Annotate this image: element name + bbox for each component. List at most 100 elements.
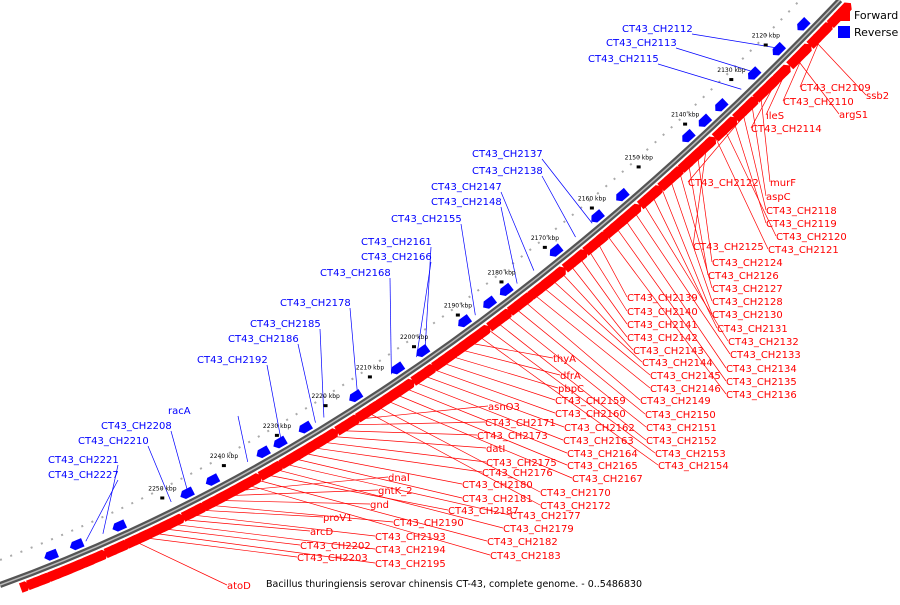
forward-gene-label[interactable]: gnd <box>370 500 389 511</box>
forward-gene-label[interactable]: datI <box>486 444 505 455</box>
forward-gene-label[interactable]: CT43_CH2164 <box>567 449 638 460</box>
forward-gene-label[interactable]: CT43_CH2136 <box>726 390 797 401</box>
reverse-gene-label[interactable]: CT43_CH2227 <box>48 470 119 481</box>
forward-gene-label[interactable]: CT43_CH2195 <box>375 559 446 570</box>
forward-gene-label[interactable]: CT43_CH2130 <box>712 310 783 321</box>
reverse-gene-label[interactable]: CT43_CH2210 <box>78 436 149 447</box>
reverse-gene-label[interactable]: CT43_CH2186 <box>228 334 299 345</box>
forward-gene-label[interactable]: CT43_CH2134 <box>726 364 797 375</box>
forward-gene-label[interactable]: CT43_CH2179 <box>503 524 574 535</box>
reverse-gene-label[interactable]: CT43_CH2221 <box>48 455 119 466</box>
forward-gene-label[interactable]: CT43_CH2171 <box>485 418 556 429</box>
forward-gene-label[interactable]: CT43_CH2110 <box>783 97 854 108</box>
reverse-gene-label[interactable]: CT43_CH2112 <box>622 24 693 35</box>
forward-gene-label[interactable]: CT43_CH2121 <box>768 245 839 256</box>
forward-gene-label[interactable]: CT43_CH2177 <box>510 511 581 522</box>
forward-gene-label[interactable]: CT43_CH2181 <box>462 494 533 505</box>
forward-gene-label[interactable]: ileS <box>766 111 784 122</box>
forward-gene-label[interactable]: thyA <box>553 354 576 365</box>
forward-gene-label[interactable]: CT43_CH2193 <box>375 532 446 543</box>
forward-gene-label[interactable]: CT43_CH2162 <box>564 423 635 434</box>
forward-gene-label[interactable]: CT43_CH2131 <box>717 324 788 335</box>
reverse-gene-label[interactable]: CT43_CH2161 <box>361 237 432 248</box>
forward-gene-label[interactable]: CT43_CH2128 <box>712 297 783 308</box>
reverse-gene-label[interactable]: CT43_CH2192 <box>197 355 268 366</box>
forward-gene-label[interactable]: CT43_CH2203 <box>297 553 368 564</box>
forward-gene-label[interactable]: CT43_CH2190 <box>393 518 464 529</box>
forward-gene-label[interactable]: arcD <box>310 527 334 538</box>
forward-gene-label[interactable]: CT43_CH2154 <box>658 461 729 472</box>
reverse-gene-label[interactable]: CT43_CH2138 <box>472 166 543 177</box>
forward-gene-label[interactable]: pbpC <box>558 384 584 395</box>
forward-gene-label[interactable]: CT43_CH2172 <box>540 501 611 512</box>
forward-gene-label[interactable]: CT43_CH2153 <box>655 449 726 460</box>
forward-gene-label[interactable]: proV1 <box>323 513 353 524</box>
forward-gene-label[interactable]: CT43_CH2182 <box>487 537 558 548</box>
forward-gene-label[interactable]: CT43_CH2118 <box>766 206 837 217</box>
forward-gene-label[interactable]: CT43_CH2119 <box>766 219 837 230</box>
reverse-gene-mark <box>616 187 630 202</box>
forward-gene-label[interactable]: CT43_CH2109 <box>800 83 871 94</box>
reverse-gene-label[interactable]: CT43_CH2208 <box>101 421 172 432</box>
forward-gene-label[interactable]: CT43_CH2202 <box>300 541 371 552</box>
forward-gene-label[interactable]: gntK_2 <box>378 486 413 497</box>
forward-gene-label[interactable]: CT43_CH2159 <box>555 396 626 407</box>
forward-gene-label[interactable]: CT43_CH2141 <box>627 320 698 331</box>
forward-gene-label[interactable]: CT43_CH2127 <box>712 284 783 295</box>
forward-leader-line <box>294 458 463 499</box>
forward-gene-label[interactable]: CT43_CH2152 <box>646 436 717 447</box>
forward-gene-label[interactable]: CT43_CH2143 <box>633 346 704 357</box>
forward-gene-label[interactable]: CT43_CH2170 <box>540 488 611 499</box>
forward-gene-label[interactable]: CT43_CH2114 <box>751 124 822 135</box>
forward-gene-label[interactable]: CT43_CH2165 <box>567 461 638 472</box>
reverse-gene-label[interactable]: CT43_CH2148 <box>431 197 502 208</box>
forward-gene-label[interactable]: CT43_CH2146 <box>650 384 721 395</box>
reverse-gene-label[interactable]: CT43_CH2137 <box>472 149 543 160</box>
forward-gene-label[interactable]: CT43_CH2183 <box>490 551 561 562</box>
forward-gene-label[interactable]: argS1 <box>839 110 868 121</box>
forward-gene-label[interactable]: CT43_CH2173 <box>477 431 548 442</box>
forward-gene-label[interactable]: dfrA <box>560 371 581 382</box>
forward-gene-label[interactable]: CT43_CH2142 <box>627 333 698 344</box>
forward-gene-label[interactable]: CT43_CH2163 <box>563 436 634 447</box>
reverse-gene-label[interactable]: CT43_CH2178 <box>280 298 351 309</box>
forward-gene-label[interactable]: CT43_CH2180 <box>462 480 533 491</box>
forward-gene-label[interactable]: murF <box>770 178 796 189</box>
forward-gene-label[interactable]: CT43_CH2176 <box>482 468 553 479</box>
forward-gene-label[interactable]: CT43_CH2160 <box>555 409 626 420</box>
forward-gene-label[interactable]: CT43_CH2144 <box>642 358 713 369</box>
forward-gene-label[interactable]: asnO3 <box>488 402 520 413</box>
forward-gene-label[interactable]: CT43_CH2132 <box>728 337 799 348</box>
forward-gene-label[interactable]: CT43_CH2125 <box>693 242 764 253</box>
forward-gene-label[interactable]: dnaI <box>388 473 410 484</box>
forward-gene-label[interactable]: CT43_CH2150 <box>645 410 716 421</box>
forward-gene-label[interactable]: CT43_CH2120 <box>776 232 847 243</box>
reverse-gene-label[interactable]: CT43_CH2166 <box>361 252 432 263</box>
reverse-gene-label[interactable]: racA <box>168 406 191 417</box>
reverse-gene-label[interactable]: CT43_CH2168 <box>320 268 391 279</box>
reverse-gene-label[interactable]: CT43_CH2155 <box>391 214 462 225</box>
forward-gene-label[interactable]: CT43_CH2133 <box>730 350 801 361</box>
forward-gene-label[interactable]: atoD <box>227 581 251 592</box>
forward-gene-label[interactable]: CT43_CH2149 <box>640 396 711 407</box>
reverse-gene-label[interactable]: CT43_CH2147 <box>431 182 502 193</box>
forward-gene-label[interactable]: CT43_CH2139 <box>627 293 698 304</box>
forward-gene-label[interactable]: CT43_CH2145 <box>650 371 721 382</box>
scale-tick-label: 2180 kbp <box>487 269 515 276</box>
forward-leader-line <box>414 381 564 441</box>
forward-gene-label[interactable]: CT43_CH2126 <box>708 271 779 282</box>
forward-gene-label[interactable]: CT43_CH2140 <box>627 307 698 318</box>
forward-gene-label[interactable]: CT43_CH2187 <box>448 506 519 517</box>
reverse-gene-label[interactable]: CT43_CH2185 <box>250 319 321 330</box>
forward-gene-label[interactable]: CT43_CH2194 <box>375 545 446 556</box>
forward-gene-label[interactable]: CT43_CH2175 <box>486 458 557 469</box>
forward-gene-label[interactable]: aspC <box>766 192 791 203</box>
forward-gene-label[interactable]: CT43_CH2167 <box>572 474 643 485</box>
reverse-gene-label[interactable]: CT43_CH2115 <box>588 54 659 65</box>
forward-gene-label[interactable]: CT43_CH2151 <box>646 423 717 434</box>
forward-gene-label[interactable]: CT43_CH2122 <box>688 178 759 189</box>
reverse-gene-label[interactable]: CT43_CH2113 <box>606 38 677 49</box>
forward-gene-label[interactable]: CT43_CH2135 <box>726 377 797 388</box>
forward-gene-label[interactable]: ssb2 <box>866 91 889 102</box>
forward-gene-label[interactable]: CT43_CH2124 <box>712 258 783 269</box>
